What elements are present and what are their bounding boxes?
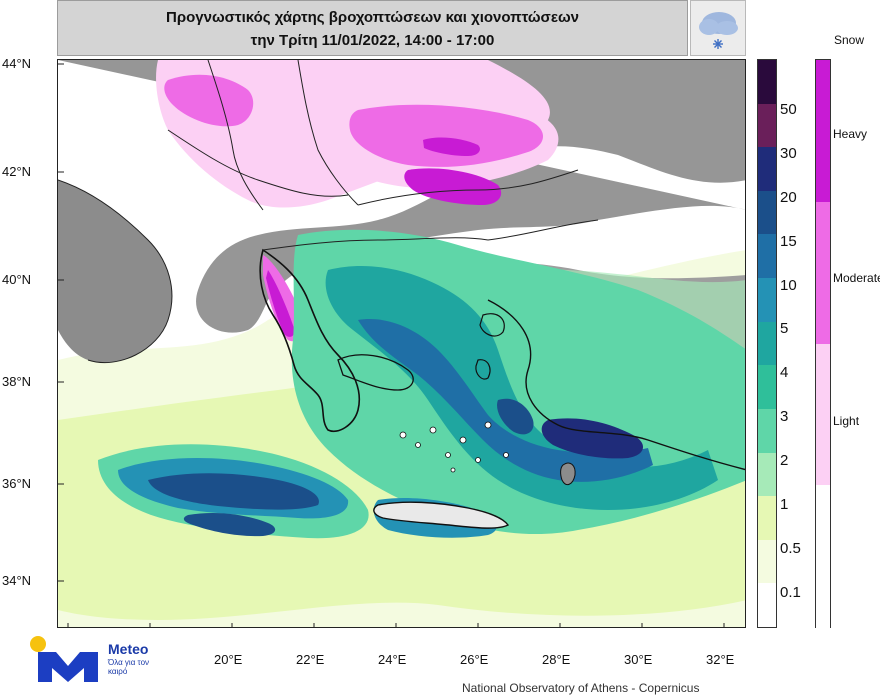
rain-legend-label: 0.5	[780, 540, 801, 557]
rain-legend-label: 0.1	[780, 584, 801, 601]
lon-label-24: 24°E	[378, 652, 407, 667]
rain-legend-swatch	[758, 539, 776, 584]
lat-label-44: 44°N	[2, 56, 32, 71]
lon-label-20: 20°E	[214, 652, 243, 667]
logo-name: Meteo	[108, 641, 149, 657]
rain-legend-swatch	[758, 365, 776, 410]
rain-legend-swatch	[758, 408, 776, 454]
title-bar: Προγνωστικός χάρτης βροχοπτώσεων και χιο…	[57, 0, 688, 56]
footer-credit: National Observatory of Athens - Coperni…	[462, 681, 700, 695]
rain-legend-swatch	[758, 147, 776, 192]
snow-legend-colorbar	[815, 59, 831, 628]
snow-legend-swatch	[816, 485, 830, 628]
meteo-logo-mark	[30, 636, 98, 682]
snow-legend-label-moderate: Moderate	[833, 271, 880, 285]
map-title: Προγνωστικός χάρτης βροχοπτώσεων και χιο…	[166, 9, 579, 26]
rain-legend-swatch	[758, 278, 776, 323]
rain-legend-label: 10	[780, 277, 797, 294]
rain-legend-swatch	[758, 583, 776, 628]
lat-label-38: 38°N	[2, 374, 32, 389]
rain-legend-swatch	[758, 234, 776, 279]
snow-legend-label-heavy: Heavy	[833, 127, 868, 141]
rain-legend-label: 30	[780, 145, 797, 162]
rain-legend-swatch	[758, 321, 776, 366]
lat-label-40: 40°N	[2, 272, 32, 287]
snow-legend-swatch	[816, 60, 830, 203]
rain-legend-label: 15	[780, 233, 797, 250]
snow-legend-title: Snow	[834, 33, 865, 47]
lon-label-30: 30°E	[624, 652, 653, 667]
rain-legend-label: 4	[780, 364, 789, 381]
rain-legend-swatch	[758, 190, 776, 235]
rain-legend-label: 2	[780, 452, 789, 469]
rain-legend-label: 50	[780, 101, 797, 118]
rain-legend-label: 3	[780, 408, 789, 425]
rain-legend-swatch	[758, 496, 776, 541]
lat-label-42: 42°N	[2, 164, 32, 179]
rain-legend-label: 1	[780, 496, 789, 513]
lon-label-32: 32°E	[706, 652, 735, 667]
map-canvas	[58, 60, 745, 627]
precipitation-map	[57, 59, 746, 628]
rain-legend-swatch	[758, 60, 776, 105]
rain-legend-swatch	[758, 452, 776, 497]
snow-icon-box	[690, 0, 746, 56]
rain-legend-label: 20	[780, 189, 797, 206]
snow-legend-label-light: Light	[833, 414, 860, 428]
lon-label-22: 22°E	[296, 652, 325, 667]
lon-label-26: 26°E	[460, 652, 489, 667]
rain-legend-colorbar	[757, 59, 777, 628]
snow-legend-swatch	[816, 201, 830, 344]
rain-legend-swatch	[758, 103, 776, 148]
map-subtitle-date: την Τρίτη 11/01/2022, 14:00 - 17:00	[250, 32, 495, 49]
snow-cloud-icon	[699, 12, 738, 49]
lon-label-28: 28°E	[542, 652, 571, 667]
snow-legend-swatch	[816, 343, 830, 486]
lat-label-36: 36°N	[2, 476, 32, 491]
logo-tagline: Όλα για τον καιρό	[108, 658, 150, 676]
lat-label-34: 34°N	[2, 573, 32, 588]
meteo-logo	[28, 634, 168, 684]
rain-legend-label: 5	[780, 320, 789, 337]
